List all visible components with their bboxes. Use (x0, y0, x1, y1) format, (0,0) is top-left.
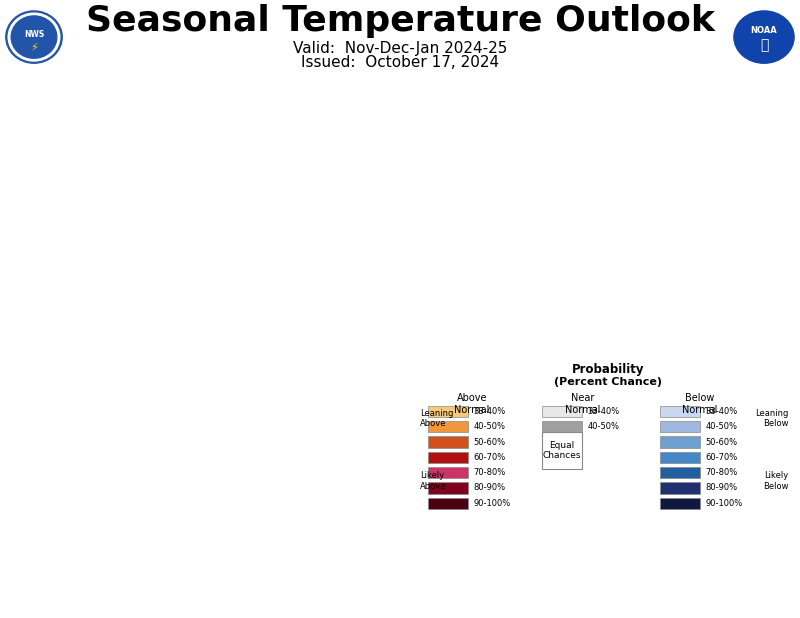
Bar (428, 482, 468, 494)
Text: 〰: 〰 (760, 38, 768, 53)
Text: NOAA: NOAA (750, 26, 778, 35)
Text: 33-40%: 33-40% (588, 407, 620, 416)
Text: 50-60%: 50-60% (706, 438, 738, 447)
Text: Issued:  October 17, 2024: Issued: October 17, 2024 (301, 56, 499, 70)
Bar (659, 436, 700, 447)
Bar (428, 452, 468, 463)
Text: Above
Normal: Above Normal (454, 393, 490, 415)
Text: Leaning
Above: Leaning Above (420, 409, 454, 428)
Text: 90-100%: 90-100% (474, 499, 511, 508)
Bar (542, 406, 582, 417)
Text: Leaning
Below: Leaning Below (755, 409, 788, 428)
Text: 60-70%: 60-70% (474, 453, 506, 462)
Bar (659, 482, 700, 494)
Bar (659, 406, 700, 417)
Text: 90-100%: 90-100% (706, 499, 742, 508)
Text: Probability: Probability (572, 363, 644, 376)
Bar (659, 452, 700, 463)
Bar (428, 421, 468, 433)
Bar (542, 432, 582, 468)
Bar (659, 421, 700, 433)
Text: 40-50%: 40-50% (474, 422, 506, 431)
Circle shape (8, 13, 60, 61)
Text: Likely
Below: Likely Below (763, 471, 788, 491)
Bar (659, 467, 700, 478)
Text: Below
Normal: Below Normal (682, 393, 718, 415)
Text: 40-50%: 40-50% (588, 422, 620, 431)
Text: NWS: NWS (24, 30, 44, 39)
Text: 70-80%: 70-80% (706, 468, 738, 477)
Text: Likely
Above: Likely Above (420, 471, 447, 491)
Text: Near
Normal: Near Normal (565, 393, 600, 415)
Bar (428, 497, 468, 509)
Text: 40-50%: 40-50% (706, 422, 738, 431)
Text: 70-80%: 70-80% (474, 468, 506, 477)
Bar (542, 421, 582, 433)
Text: 60-70%: 60-70% (706, 453, 738, 462)
Text: Equal
Chances: Equal Chances (542, 441, 582, 460)
Bar (428, 467, 468, 478)
Text: 33-40%: 33-40% (706, 407, 738, 416)
Bar (428, 436, 468, 447)
Text: 80-90%: 80-90% (474, 483, 506, 493)
Text: 80-90%: 80-90% (706, 483, 738, 493)
Text: Seasonal Temperature Outlook: Seasonal Temperature Outlook (86, 4, 714, 38)
Text: (Percent Chance): (Percent Chance) (554, 377, 662, 387)
Text: 33-40%: 33-40% (474, 407, 506, 416)
Circle shape (734, 11, 794, 63)
Text: ⚡: ⚡ (30, 43, 38, 53)
Text: 50-60%: 50-60% (474, 438, 506, 447)
Text: Valid:  Nov-Dec-Jan 2024-25: Valid: Nov-Dec-Jan 2024-25 (293, 41, 507, 56)
Bar (659, 497, 700, 509)
Bar (428, 406, 468, 417)
Circle shape (6, 11, 62, 63)
Circle shape (11, 16, 57, 58)
